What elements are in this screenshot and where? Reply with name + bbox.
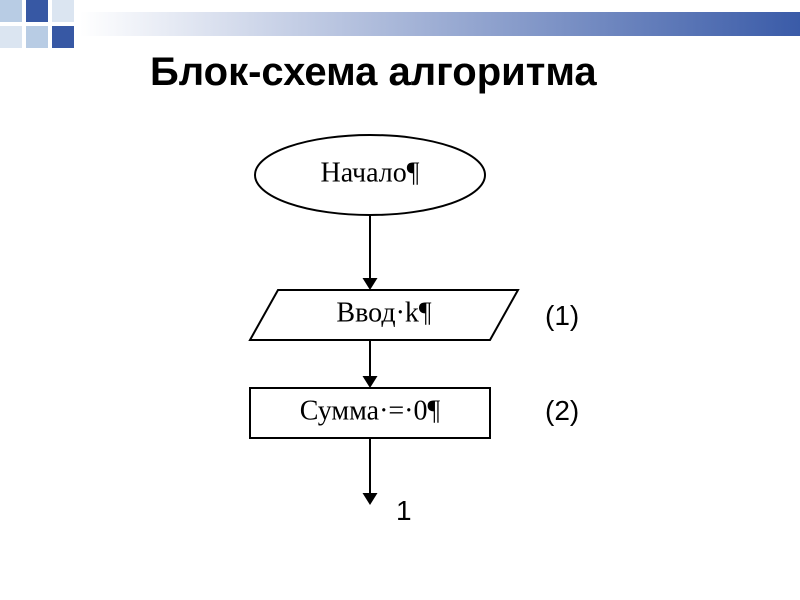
node-input-label: Ввод·k¶ [336, 297, 431, 328]
annotation-1: (1) [545, 300, 579, 332]
node-start-label: Начало¶ [321, 157, 420, 188]
annotation-3: 1 [396, 495, 412, 527]
page-root: Блок-схема алгоритма Начало¶Ввод·k¶Сумма… [0, 0, 800, 600]
node-process-label: Сумма·=·0¶ [300, 395, 441, 426]
annotation-2: (2) [545, 395, 579, 427]
